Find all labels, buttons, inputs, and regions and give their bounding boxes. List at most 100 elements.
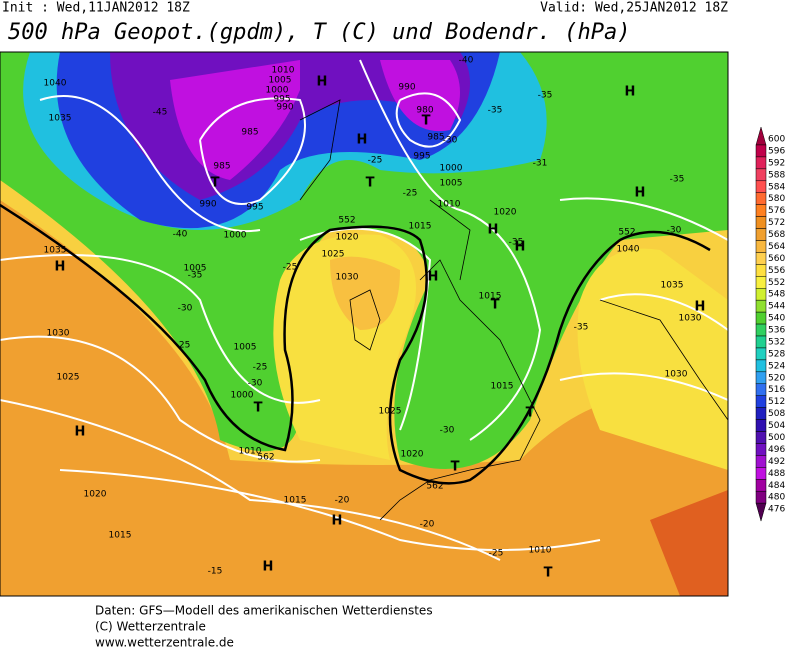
- colorbar-label: 576: [768, 206, 785, 216]
- colorbar-swatch: [755, 168, 767, 182]
- contour-label: 1015: [479, 292, 502, 302]
- pressure-center: T: [254, 401, 263, 416]
- contour-label: 1005: [269, 76, 292, 86]
- contour-label: 1035: [49, 114, 72, 124]
- colorbar-label: 548: [768, 290, 785, 300]
- pressure-center: H: [75, 425, 86, 440]
- colorbar-label: 484: [768, 481, 785, 491]
- colorbar-swatch: [755, 359, 767, 373]
- contour-label: 995: [273, 95, 290, 105]
- colorbar-label: 528: [768, 349, 785, 359]
- pressure-center: T: [422, 114, 431, 129]
- colorbar-swatch: [755, 311, 767, 325]
- contour-label: -20: [420, 520, 435, 530]
- contour-label: -25: [253, 363, 268, 373]
- colorbar-swatch: [755, 502, 767, 523]
- pressure-center: T: [526, 406, 535, 421]
- colorbar-swatch: [755, 347, 767, 361]
- contour-label: 1010: [239, 447, 262, 457]
- contour-label: 985: [241, 128, 258, 138]
- init-time: Init : Wed,11JAN2012 18Z: [2, 1, 190, 16]
- pressure-center: T: [366, 176, 375, 191]
- footer-line: (C) Wetterzentrale: [95, 620, 206, 634]
- contour-label: 1020: [84, 490, 107, 500]
- contour-label: 1015: [109, 531, 132, 541]
- contour-label: 1000: [224, 231, 247, 241]
- pressure-center: H: [55, 260, 66, 275]
- pressure-center: H: [625, 85, 636, 100]
- colorbar-label: 516: [768, 385, 785, 395]
- pressure-center: H: [488, 223, 499, 238]
- contour-label: -25: [283, 263, 298, 273]
- colorbar-swatch: [755, 335, 767, 349]
- contour-label: 1040: [44, 79, 67, 89]
- title: 500 hPa Geopot.(gpdm), T (C) und Bodendr…: [8, 20, 631, 45]
- contour-label: 1030: [665, 370, 688, 380]
- contour-label: 990: [199, 200, 216, 210]
- contour-label: 1025: [379, 407, 402, 417]
- colorbar-label: 544: [768, 302, 785, 312]
- colorbar-label: 596: [768, 146, 785, 156]
- colorbar-label: 540: [768, 314, 785, 324]
- contour-label: 1030: [336, 273, 359, 283]
- contour-label: 1025: [322, 250, 345, 260]
- contour-label: -30: [443, 136, 458, 146]
- colorbar-label: 552: [768, 278, 785, 288]
- contour-label: -15: [208, 567, 223, 577]
- colorbar-swatch: [755, 264, 767, 277]
- contour-label: 1025: [57, 373, 80, 383]
- colorbar-label: 512: [768, 397, 785, 407]
- colorbar-label: 492: [768, 457, 785, 467]
- colorbar-swatch: [755, 443, 767, 456]
- colorbar-swatch: [755, 240, 767, 253]
- colorbar-label: 524: [768, 361, 785, 371]
- contour-label: 1010: [272, 66, 295, 76]
- colorbar-swatch: [755, 490, 767, 504]
- contour-label: 1020: [494, 208, 517, 218]
- contour-label: 1020: [401, 450, 424, 460]
- contour-label: -40: [173, 230, 188, 240]
- colorbar-label: 588: [768, 170, 785, 180]
- colorbar-swatch: [755, 431, 767, 444]
- contour-label: 985: [427, 133, 444, 143]
- colorbar-label: 584: [768, 182, 785, 192]
- contour-label: 1020: [336, 233, 359, 243]
- colorbar-swatch: [755, 323, 767, 337]
- colorbar-label: 496: [768, 445, 785, 455]
- contour-label: 552: [618, 228, 635, 238]
- colorbar-label: 532: [768, 337, 785, 347]
- colorbar-label: 500: [768, 433, 785, 443]
- contour-label: -35: [538, 91, 553, 101]
- pressure-center: T: [491, 298, 500, 313]
- contour-label: 1040: [617, 245, 640, 255]
- contour-label: -25: [403, 189, 418, 199]
- contour-label: 552: [338, 216, 355, 226]
- colorbar-label: 488: [768, 469, 785, 479]
- colorbar-swatch: [755, 204, 767, 217]
- colorbar-swatch: [755, 252, 767, 265]
- colorbar-label: 504: [768, 421, 785, 431]
- contour-label: -35: [509, 238, 524, 248]
- pressure-center: H: [515, 240, 526, 255]
- contour-label: 562: [426, 482, 443, 492]
- contour-label: -35: [670, 175, 685, 185]
- colorbar-label: 560: [768, 254, 785, 264]
- colorbar-swatch: [755, 192, 767, 205]
- contour-label: -40: [459, 56, 474, 66]
- colorbar-label: 480: [768, 493, 785, 503]
- colorbar-label: 508: [768, 409, 785, 419]
- footer-line: www.wetterzentrale.de: [95, 636, 234, 649]
- colorbar-swatch: [755, 180, 767, 193]
- pressure-center: H: [428, 270, 439, 285]
- contour-label: -35: [574, 323, 589, 333]
- contour-label: 1010: [438, 200, 461, 210]
- colorbar-label: 476: [768, 505, 785, 515]
- contour-label: 1030: [47, 329, 70, 339]
- contour-label: -30: [440, 426, 455, 436]
- colorbar-swatch: [755, 288, 767, 301]
- colorbar-swatch: [755, 395, 767, 408]
- colorbar-swatch: [755, 228, 767, 241]
- colorbar-label: 592: [768, 158, 785, 168]
